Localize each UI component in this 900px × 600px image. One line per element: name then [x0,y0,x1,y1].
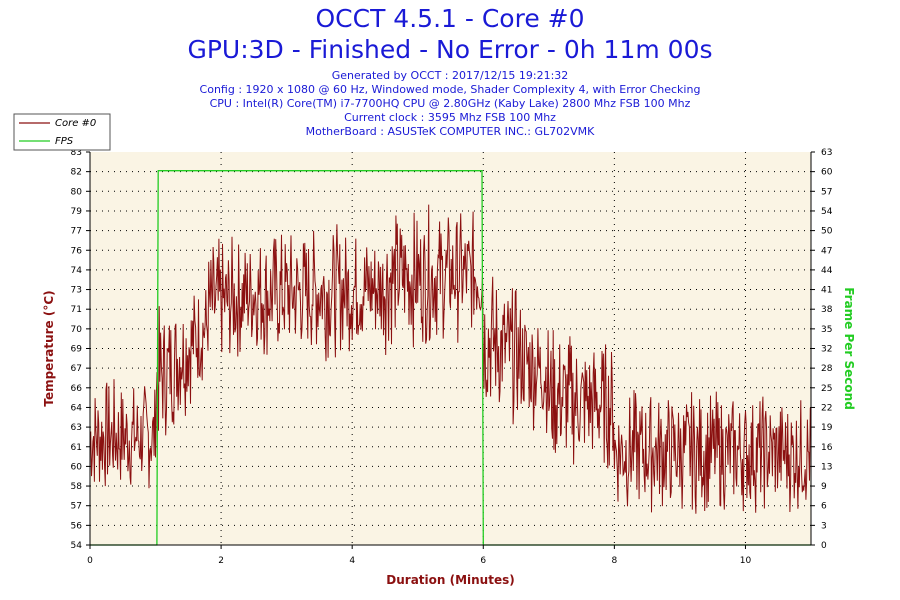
info-config: Config : 1920 x 1080 @ 60 Hz, Windowed m… [199,83,701,96]
y-tick-label: 71 [71,305,82,315]
x-tick-label: 8 [611,556,617,566]
series-line-core0 [89,204,811,514]
y-tick-label: 79 [71,207,83,217]
y2-tick-label: 32 [821,345,832,355]
y-tick-label: 58 [71,482,83,492]
legend-box [13,113,111,151]
y-tick-label: 57 [71,502,82,512]
y-tick-label: 82 [71,168,82,178]
info-cpu: CPU : Intel(R) Core(TM) i7-7700HQ CPU @ … [209,97,691,110]
y-tick-label: 69 [71,345,83,355]
legend-label-fps: FPS [55,136,74,147]
chart-subtitle: GPU:3D - Finished - No Error - 0h 11m 00… [187,35,713,64]
info-clock: Current clock : 3595 Mhz FSB 100 Mhz [344,111,556,124]
y-tick-label: 70 [71,325,83,335]
y2-tick-label: 19 [821,423,833,433]
y2-tick-label: 22 [821,403,832,413]
info-motherboard: MotherBoard : ASUSTeK COMPUTER INC.: GL7… [305,125,595,138]
y2-tick-label: 9 [821,482,827,492]
x-tick-label: 6 [480,556,486,566]
y-axis-label: Temperature (°C) [42,290,56,406]
y-tick-label: 63 [71,423,82,433]
y2-tick-label: 35 [821,325,832,335]
y2-tick-label: 47 [821,246,832,256]
y2-tick-label: 0 [821,541,827,551]
y-tick-label: 60 [71,462,83,472]
y-tick-label: 80 [71,187,83,197]
y2-tick-label: 63 [821,148,832,158]
y-tick-label: 64 [71,403,83,413]
y2-tick-label: 54 [821,207,833,217]
y2-tick-label: 6 [821,502,827,512]
y-tick-label: 61 [71,443,82,453]
y-tick-label: 76 [71,246,83,256]
x-tick-label: 4 [349,556,355,566]
y2-tick-label: 13 [821,462,832,472]
x-tick-label: 2 [218,556,224,566]
y2-tick-label: 3 [821,521,827,531]
y2-tick-label: 28 [821,364,833,374]
y2-tick-label: 41 [821,286,832,296]
x-tick-label: 10 [740,556,752,566]
y2-tick-label: 57 [821,187,832,197]
x-axis-label: Duration (Minutes) [386,573,514,587]
legend: Core #0 FPS [13,113,111,151]
y2-tick-label: 44 [821,266,833,276]
y2-axis-label: Frame Per Second [842,287,856,410]
y-tick-label: 77 [71,227,82,237]
y-tick-label: 56 [71,521,83,531]
y2-tick-label: 50 [821,227,833,237]
y-tick-label: 74 [71,266,83,276]
y2-tick-label: 38 [821,305,833,315]
grid [90,152,811,545]
info-generated: Generated by OCCT : 2017/12/15 19:21:32 [331,69,569,82]
x-tick-label: 0 [87,556,93,566]
y2-tick-label: 60 [821,168,833,178]
y2-tick-label: 16 [821,443,833,453]
y-tick-label: 73 [71,286,82,296]
y-tick-label: 66 [71,384,83,394]
y-tick-label: 67 [71,364,82,374]
y2-tick-label: 25 [821,384,832,394]
chart-title: OCCT 4.5.1 - Core #0 [315,4,585,33]
y-tick-label: 54 [71,541,83,551]
legend-label-core0: Core #0 [55,118,96,129]
y-tick-label: 83 [71,148,82,158]
